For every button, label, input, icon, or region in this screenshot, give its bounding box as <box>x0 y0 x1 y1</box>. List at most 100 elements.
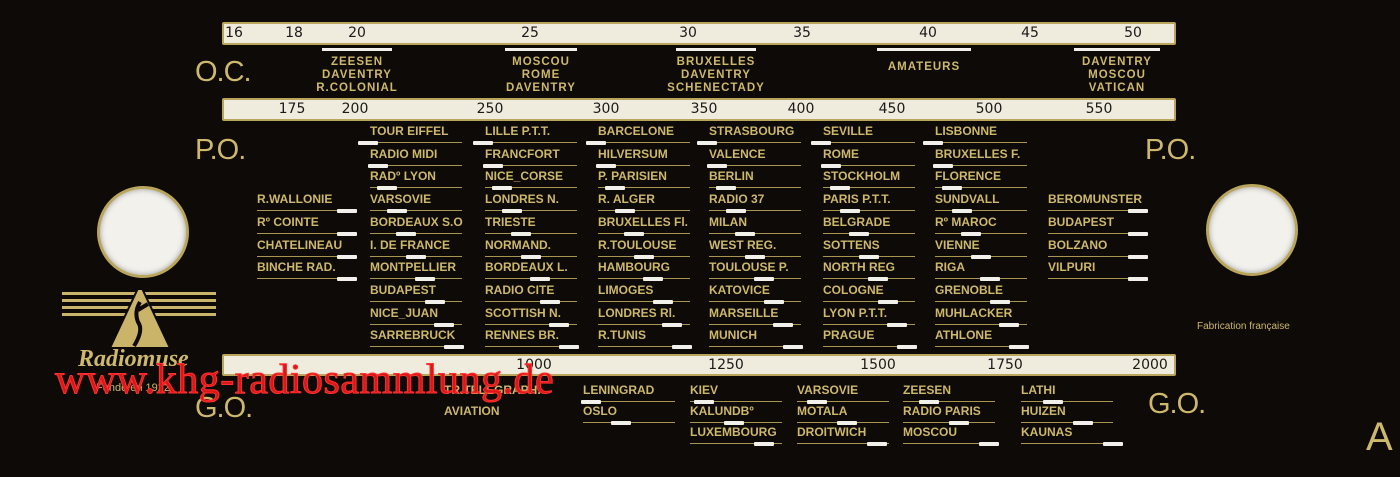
station-name: KAUNAS <box>1021 425 1073 439</box>
station-name: LATHI <box>1021 383 1056 397</box>
station-label: MOSCOU <box>903 423 999 446</box>
scale-tick-label: 35 <box>793 25 811 41</box>
fabrication-text: Fabrication française <box>1197 321 1290 332</box>
station-name: SCOTTISH N. <box>485 305 562 320</box>
scale-tick-label: 175 <box>278 101 306 117</box>
tuning-knob-left[interactable] <box>97 186 189 278</box>
station-name: FLORENCE <box>935 169 1001 184</box>
station-label: NORMAND. <box>485 236 577 259</box>
station-name: MONTPELLIER <box>370 260 456 275</box>
station-name: MUNICH <box>709 328 757 343</box>
scale-tick-label: 1250 <box>708 357 744 373</box>
station-name: LISBONNE <box>935 124 998 138</box>
station-marker <box>961 231 981 236</box>
station-label: TR.TELEGRAPH. <box>444 381 541 401</box>
station-marker <box>724 421 744 425</box>
station-label: MILAN <box>709 213 801 236</box>
station-marker <box>811 141 831 145</box>
station-label: NICE_JUAN <box>370 304 462 327</box>
oc-marker <box>877 48 971 51</box>
station-marker <box>773 322 793 327</box>
station-name: ATHLONE <box>935 328 993 343</box>
oc-scale: 16 18 20 25 30 35 40 45 50 <box>222 22 1176 45</box>
station-name: KALUNDBº <box>690 404 754 418</box>
station-marker <box>614 209 635 214</box>
oc-station-label: DAVENTRY <box>681 69 751 81</box>
station-name: RENNES BR. <box>485 328 560 343</box>
oc-station-label: VATICAN <box>1088 82 1146 94</box>
station-name: COLOGNE <box>823 282 884 297</box>
tuning-knob-right[interactable] <box>1206 184 1298 276</box>
station-name: HILVERSUM <box>598 146 668 161</box>
station-name: ZEESEN <box>903 383 952 397</box>
station-marker <box>782 345 803 350</box>
oc-marker <box>1074 48 1160 51</box>
station-name: SEVILLE <box>823 124 874 138</box>
station-label: VIENNE <box>935 236 1027 259</box>
station-marker <box>970 254 991 259</box>
station-name: RADIO PARIS <box>903 404 981 418</box>
station-label: VALENCE <box>706 145 801 168</box>
station-marker <box>744 254 765 259</box>
station-label: BUDAPEST <box>370 281 462 304</box>
station-marker <box>896 345 917 350</box>
station-label: LYON P.T.T. <box>823 304 915 327</box>
station-label: BRUXELLES F. <box>932 145 1027 168</box>
station-name: LYON P.T.T. <box>823 305 888 320</box>
station-marker <box>867 442 887 446</box>
station-marker <box>1128 277 1148 282</box>
station-marker <box>643 277 663 282</box>
station-marker <box>611 421 631 425</box>
station-label: HUIZEN <box>1021 402 1113 425</box>
scale-tick-label: 50 <box>1124 25 1142 41</box>
logo-brand: Radiomuse <box>78 346 189 372</box>
station-name: R.WALLONIE <box>257 192 333 207</box>
station-marker <box>725 209 746 214</box>
station-label: MUHLACKER <box>935 304 1027 327</box>
station-label: VILPURI <box>1048 258 1148 282</box>
station-label: RENNES BR. <box>485 326 579 350</box>
station-name: I. DE FRANCE <box>370 237 451 252</box>
station-marker <box>549 322 569 327</box>
station-label: SUNDVALL <box>935 190 1027 214</box>
station-name: KIEV <box>690 383 719 397</box>
oc-station-label: MOSCOU <box>512 56 570 68</box>
station-name: GRENOBLE <box>935 282 1004 297</box>
station-label: ATHLONE <box>935 326 1029 350</box>
scale-tick-label: 20 <box>348 25 366 41</box>
station-marker <box>735 231 755 236</box>
station-name: LENINGRAD <box>583 383 655 397</box>
station-label: HAMBOURG <box>598 258 690 282</box>
station-label: NORTH REG <box>823 258 915 282</box>
station-marker <box>989 299 1010 304</box>
station-marker <box>754 442 774 446</box>
station-label: VARSOVIE <box>370 190 462 214</box>
station-label: I. DE FRANCE <box>370 236 462 259</box>
station-label: LISBONNE <box>923 122 1027 145</box>
station-marker <box>877 299 898 304</box>
station-name: SOTTENS <box>823 237 880 252</box>
station-label: SARREBRUCK <box>370 326 464 350</box>
station-name: SUNDVALL <box>935 192 1000 207</box>
station-name: VALENCE <box>709 146 766 161</box>
station-label: KATOVICE <box>709 281 801 304</box>
station-marker <box>662 322 682 327</box>
station-marker <box>849 231 869 236</box>
station-marker <box>558 345 579 350</box>
station-marker <box>932 163 953 168</box>
station-label: BERLIN <box>709 167 801 191</box>
station-label: RADIO 37 <box>709 190 801 214</box>
scale-tick-label: 1750 <box>987 357 1023 373</box>
station-name: NICE_JUAN <box>370 305 439 320</box>
station-name: TOUR EIFFEL <box>370 124 449 138</box>
station-label: WEST REG. <box>709 236 801 259</box>
station-marker <box>837 421 857 425</box>
station-name: BEROMUNSTER <box>1048 192 1143 207</box>
station-label: RADIO PARIS <box>903 402 995 425</box>
station-marker <box>1103 442 1123 446</box>
station-marker <box>858 254 879 259</box>
station-name: STOCKHOLM <box>823 169 901 184</box>
station-marker <box>697 141 717 145</box>
scale-tick-label: 400 <box>787 101 815 117</box>
station-marker <box>633 254 654 259</box>
